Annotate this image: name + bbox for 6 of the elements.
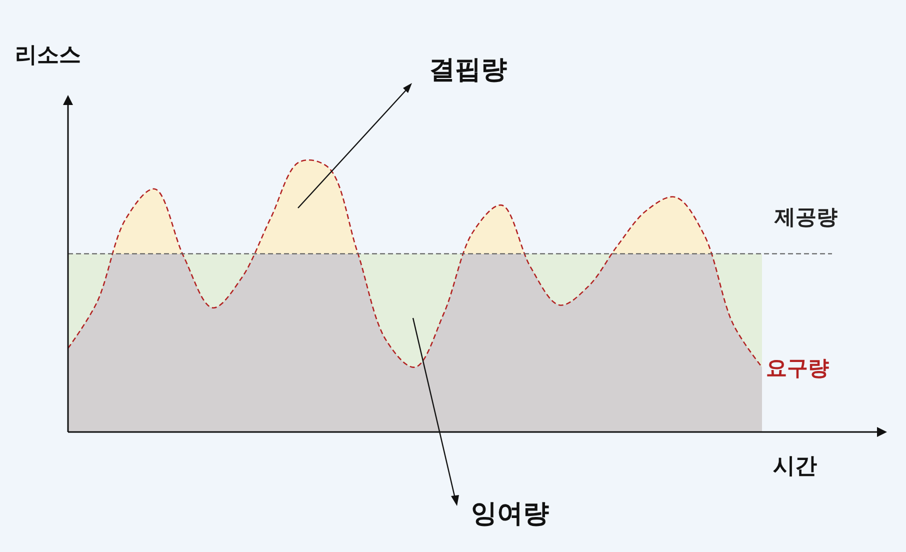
series-label: 요구량 <box>766 356 829 380</box>
text: 결핍량 <box>429 55 507 85</box>
x-axis-title: 시간 <box>773 454 817 479</box>
y-axis-title: 리소스 <box>15 43 81 68</box>
text: 잉여량 <box>471 499 549 529</box>
ref-line-label: 제공량 <box>774 204 838 229</box>
